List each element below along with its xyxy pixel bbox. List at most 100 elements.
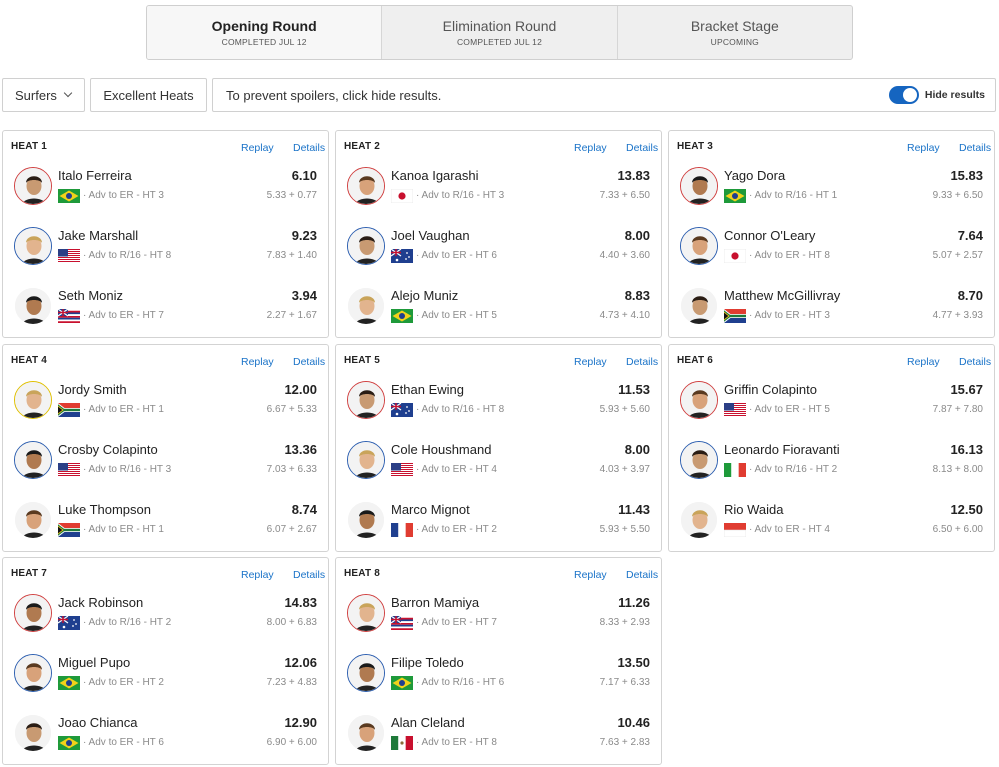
surfer-score: 15.67 bbox=[950, 382, 983, 397]
surfer-row: Barron Mamiya 11.26 · Adv to ER - HT 7 8… bbox=[336, 594, 661, 644]
surfer-avatar[interactable] bbox=[347, 381, 385, 419]
replay-link[interactable]: Replay bbox=[907, 356, 940, 368]
surfer-name[interactable]: Italo Ferreira bbox=[58, 168, 132, 183]
brazil-flag-icon bbox=[391, 676, 413, 690]
surfer-row: Joel Vaughan 8.00 · Adv to ER - HT 6 4.4… bbox=[336, 227, 661, 277]
details-link[interactable]: Details bbox=[293, 142, 326, 154]
surfer-avatar[interactable] bbox=[680, 381, 718, 419]
round-name: Bracket Stage bbox=[690, 18, 779, 34]
surfer-avatar[interactable] bbox=[347, 594, 385, 632]
surfer-avatar[interactable] bbox=[14, 594, 52, 632]
surfer-row: Luke Thompson 8.74 · Adv to ER - HT 1 6.… bbox=[3, 501, 328, 551]
surfer-avatar[interactable] bbox=[347, 287, 385, 325]
round-tabs: Opening Round COMPLETED JUL 12 Eliminati… bbox=[146, 5, 853, 60]
surfer-avatar[interactable] bbox=[680, 287, 718, 325]
details-link[interactable]: Details bbox=[293, 356, 326, 368]
replay-link[interactable]: Replay bbox=[574, 356, 607, 368]
surfer-name[interactable]: Alejo Muniz bbox=[391, 288, 459, 303]
surfer-name[interactable]: Griffin Colapinto bbox=[724, 382, 817, 397]
surfer-avatar[interactable] bbox=[14, 381, 52, 419]
surfer-name[interactable]: Rio Waida bbox=[724, 502, 784, 517]
surfer-avatar[interactable] bbox=[347, 167, 385, 205]
details-link[interactable]: Details bbox=[626, 569, 659, 581]
tab-elimination-round[interactable]: Elimination Round COMPLETED JUL 12 bbox=[382, 6, 618, 59]
surfer-row: Italo Ferreira 6.10 · Adv to ER - HT 3 5… bbox=[3, 167, 328, 217]
surfer-avatar[interactable] bbox=[347, 501, 385, 539]
surfer-avatar[interactable] bbox=[680, 441, 718, 479]
advancement-text: · Adv to ER - HT 1 bbox=[83, 404, 164, 415]
details-link[interactable]: Details bbox=[293, 569, 326, 581]
surfer-avatar[interactable] bbox=[680, 501, 718, 539]
spoiler-notice: To prevent spoilers, click hide results.… bbox=[212, 78, 996, 112]
replay-link[interactable]: Replay bbox=[241, 569, 274, 581]
hide-results-toggle[interactable] bbox=[888, 86, 919, 104]
surfer-name[interactable]: Seth Moniz bbox=[58, 288, 124, 303]
surfer-name[interactable]: Filipe Toledo bbox=[391, 655, 464, 670]
replay-link[interactable]: Replay bbox=[907, 142, 940, 154]
usa-flag-icon bbox=[724, 403, 746, 417]
replay-link[interactable]: Replay bbox=[574, 142, 607, 154]
details-link[interactable]: Details bbox=[626, 356, 659, 368]
surfer-avatar[interactable] bbox=[680, 167, 718, 205]
surfer-row: Matthew McGillivray 8.70 · Adv to ER - H… bbox=[669, 287, 994, 337]
wave-scores: 8.00 + 6.83 bbox=[266, 617, 317, 628]
surfer-name[interactable]: Alan Cleland bbox=[391, 715, 465, 730]
surfer-avatar[interactable] bbox=[14, 167, 52, 205]
replay-link[interactable]: Replay bbox=[241, 356, 274, 368]
surfer-avatar[interactable] bbox=[14, 227, 52, 265]
heat-header: HEAT 5 Replay Details bbox=[344, 355, 659, 369]
surfer-row: Alejo Muniz 8.83 · Adv to ER - HT 5 4.73… bbox=[336, 287, 661, 337]
surfer-name[interactable]: Crosby Colapinto bbox=[58, 442, 158, 457]
excellent-heats-button[interactable]: Excellent Heats bbox=[90, 78, 207, 112]
surfer-name[interactable]: Leonardo Fioravanti bbox=[724, 442, 840, 457]
australia-flag-icon bbox=[391, 249, 413, 263]
surfer-score: 8.00 bbox=[624, 228, 650, 243]
surfers-dropdown[interactable]: Surfers bbox=[2, 78, 85, 112]
tab-opening-round[interactable]: Opening Round COMPLETED JUL 12 bbox=[147, 6, 383, 59]
surfer-avatar[interactable] bbox=[347, 654, 385, 692]
surfer-score: 11.53 bbox=[618, 382, 650, 397]
surfer-name[interactable]: Yago Dora bbox=[724, 168, 786, 183]
surfer-name[interactable]: Joao Chianca bbox=[58, 715, 138, 730]
advancement-text: · Adv to ER - HT 1 bbox=[83, 524, 164, 535]
details-link[interactable]: Details bbox=[626, 142, 659, 154]
surfer-avatar[interactable] bbox=[14, 287, 52, 325]
surfer-avatar[interactable] bbox=[14, 441, 52, 479]
surfer-name[interactable]: Jack Robinson bbox=[58, 595, 144, 610]
surfer-row: Marco Mignot 11.43 · Adv to ER - HT 2 5.… bbox=[336, 501, 661, 551]
surfer-name[interactable]: Luke Thompson bbox=[58, 502, 151, 517]
details-link[interactable]: Details bbox=[959, 142, 992, 154]
surfer-name[interactable]: Marco Mignot bbox=[391, 502, 470, 517]
surfer-name[interactable]: Barron Mamiya bbox=[391, 595, 480, 610]
surfer-name[interactable]: Joel Vaughan bbox=[391, 228, 470, 243]
advancement-text: · Adv to ER - HT 5 bbox=[416, 310, 497, 321]
replay-link[interactable]: Replay bbox=[574, 569, 607, 581]
surfer-avatar[interactable] bbox=[347, 227, 385, 265]
advancement-text: · Adv to R/16 - HT 8 bbox=[416, 404, 505, 415]
surfer-avatar[interactable] bbox=[347, 714, 385, 752]
surfer-name[interactable]: Connor O'Leary bbox=[724, 228, 816, 243]
surfer-avatar[interactable] bbox=[14, 714, 52, 752]
details-link[interactable]: Details bbox=[959, 356, 992, 368]
surfer-score: 8.70 bbox=[957, 288, 983, 303]
surfer-avatar[interactable] bbox=[680, 227, 718, 265]
advancement-text: · Adv to R/16 - HT 2 bbox=[749, 464, 838, 475]
round-status: COMPLETED JUL 12 bbox=[221, 37, 307, 47]
surfer-name[interactable]: Miguel Pupo bbox=[58, 655, 131, 670]
surfer-name[interactable]: Ethan Ewing bbox=[391, 382, 464, 397]
surfer-name[interactable]: Jordy Smith bbox=[58, 382, 127, 397]
surfer-name[interactable]: Cole Houshmand bbox=[391, 442, 492, 457]
tab-bracket-stage[interactable]: Bracket Stage UPCOMING bbox=[618, 6, 852, 59]
round-status: COMPLETED JUL 12 bbox=[456, 37, 543, 47]
surfer-name[interactable]: Kanoa Igarashi bbox=[391, 168, 479, 183]
surfer-name[interactable]: Jake Marshall bbox=[58, 228, 139, 243]
surfer-avatar[interactable] bbox=[14, 501, 52, 539]
surfer-name[interactable]: Matthew McGillivray bbox=[724, 288, 841, 303]
advancement-text: · Adv to R/16 - HT 6 bbox=[416, 677, 505, 688]
replay-link[interactable]: Replay bbox=[241, 142, 274, 154]
surfer-avatar[interactable] bbox=[347, 441, 385, 479]
surfer-row: Jack Robinson 14.83 · Adv to R/16 - HT 2… bbox=[3, 594, 328, 644]
wave-scores: 6.07 + 2.67 bbox=[266, 524, 317, 535]
heat-card: HEAT 4 Replay Details Jordy Smith 12.00 … bbox=[2, 344, 329, 552]
surfer-avatar[interactable] bbox=[14, 654, 52, 692]
